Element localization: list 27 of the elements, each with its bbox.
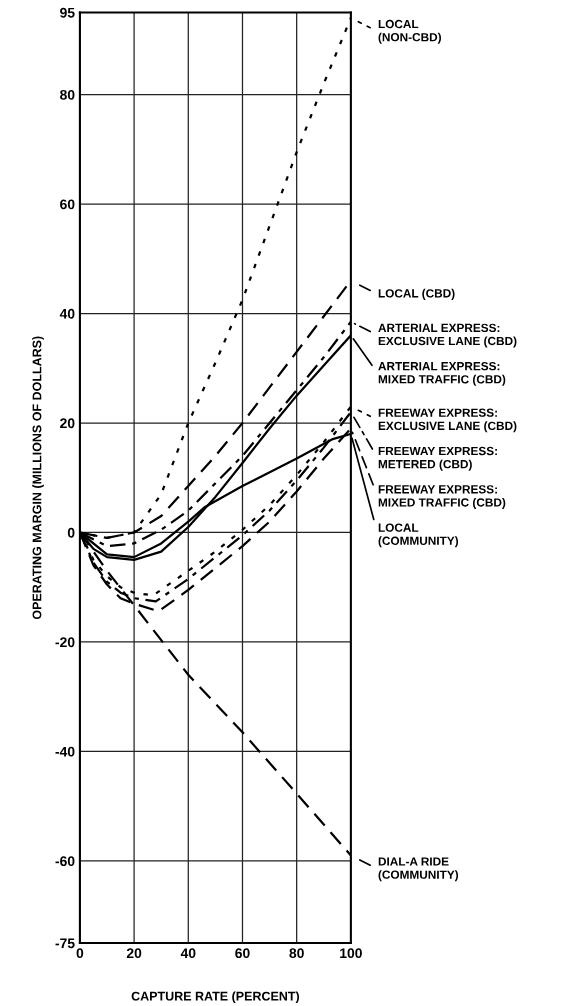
y-tick-label: 20 (60, 418, 75, 429)
y-tick-label: -20 (55, 637, 75, 648)
y-tick-label: 40 (59, 308, 75, 319)
text: ARTERIAL EXPRESS: MIXED TRAFFIC (CBD) (378, 361, 506, 386)
x-tick-label: 100 (340, 948, 362, 959)
legend-label: ARTERIAL EXPRESS: EXCLUSIVE LANE (CBD) (378, 323, 517, 348)
y-tick-label: 60 (60, 199, 75, 210)
x-tick-label: 0 (76, 948, 84, 959)
y-axis-title: OPERATING MARGIN (MILLIONS OF DOLLARS) (32, 336, 44, 620)
y-tick-label: 0 (67, 527, 75, 538)
y-tick-label: -40 (55, 746, 75, 757)
text: FREEWAY EXPRESS: METERED (CBD) (378, 446, 497, 471)
x-axis-title: CAPTURE RATE (PERCENT) (131, 991, 300, 1004)
legend-label: DIAL-A RIDE (COMMUNITY) (378, 857, 459, 882)
y-tick-label: 80 (60, 89, 75, 100)
y-tick-label: -60 (55, 856, 75, 867)
text: FREEWAY EXPRESS: MIXED TRAFFIC (CBD) (378, 485, 506, 509)
text: LOCAL (COMMUNITY) (378, 523, 459, 548)
legend-label: FREEWAY EXPRESS: EXCLUSIVE LANE (CBD) (378, 408, 517, 433)
legend-label: LOCAL (NON-CBD) (378, 19, 441, 44)
x-tick-label: 80 (289, 948, 304, 959)
x-tick-label: 60 (235, 948, 250, 959)
legend-label: LOCAL (CBD) (378, 288, 455, 300)
x-tick-label: 40 (180, 948, 196, 959)
x-tick-label: 20 (126, 948, 142, 959)
y-tick-label: 95 (60, 7, 75, 18)
y-tick-label: -75 (55, 938, 75, 949)
